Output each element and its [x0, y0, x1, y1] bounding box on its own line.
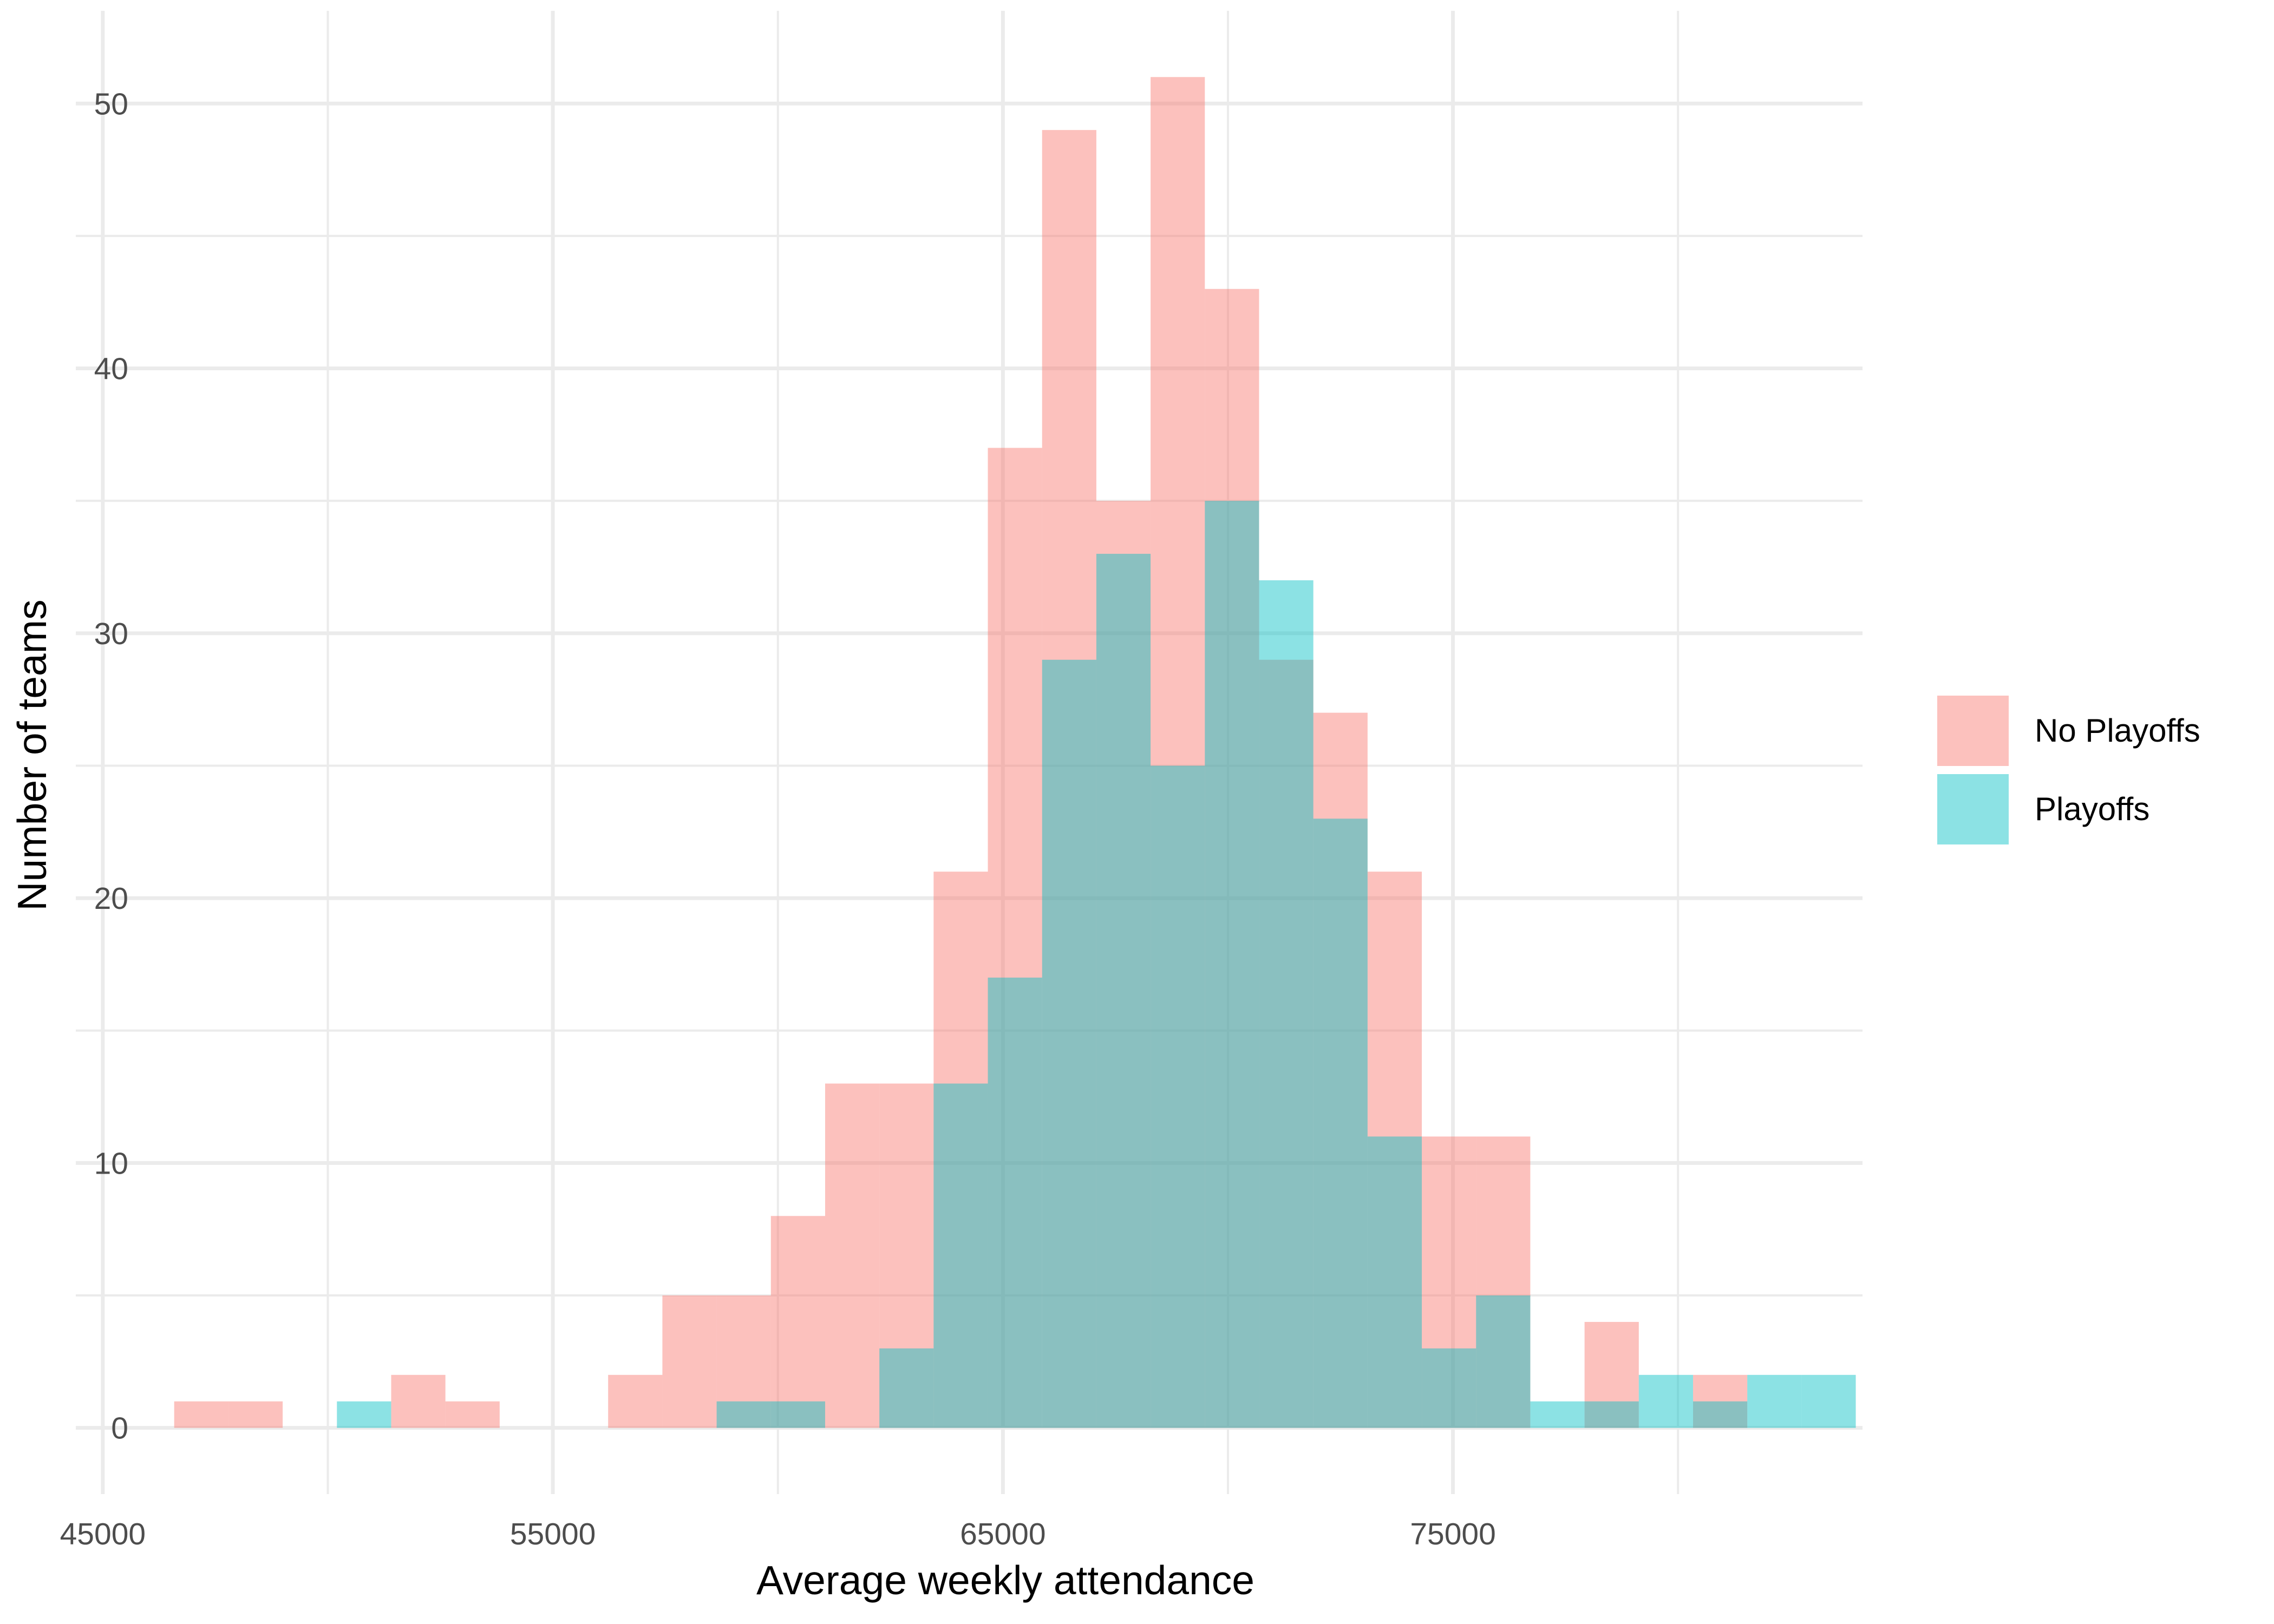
y-tick-label: 30 [94, 617, 128, 651]
bar-no-playoffs [933, 872, 988, 1428]
bar-no-playoffs [770, 1216, 825, 1428]
bar-no-playoffs [174, 1401, 228, 1428]
bar-playoffs [770, 1401, 825, 1428]
grid-minor-lines [76, 11, 1863, 1494]
bar-no-playoffs [1042, 130, 1096, 1428]
x-tick-label: 65000 [960, 1517, 1046, 1551]
y-tick-label: 40 [94, 352, 128, 387]
legend-label-playoffs: Playoffs [2035, 791, 2149, 827]
bar-playoffs [1638, 1374, 1693, 1428]
bar-playoffs [1422, 1348, 1476, 1428]
bar-no-playoffs [1151, 77, 1205, 1428]
y-axis-title: Number of teams [9, 599, 55, 911]
bar-playoffs [1096, 554, 1151, 1428]
legend-swatch-playoffs [1937, 774, 2009, 844]
bar-no-playoffs [1422, 1136, 1476, 1428]
bar-playoffs [1313, 818, 1368, 1428]
bar-playoffs [1042, 659, 1096, 1428]
bar-no-playoffs [1259, 659, 1314, 1428]
bar-playoffs [337, 1401, 391, 1428]
bar-playoffs [988, 977, 1042, 1428]
bar-playoffs [716, 1401, 771, 1428]
bar-no-playoffs [825, 1083, 880, 1428]
bar-playoffs [1367, 1136, 1422, 1428]
bar-no-playoffs [1367, 872, 1422, 1428]
x-tick-label: 55000 [510, 1517, 596, 1551]
bar-no-playoffs [988, 448, 1042, 1428]
grid-major-lines [76, 11, 1863, 1494]
bar-no-playoffs [1476, 1136, 1531, 1428]
y-tick-label: 10 [94, 1146, 128, 1181]
no-playoffs-bars [174, 77, 1748, 1428]
bar-playoffs [1259, 580, 1314, 1428]
bar-no-playoffs [391, 1374, 446, 1428]
legend-swatch-no-playoffs [1937, 696, 2009, 766]
x-tick-label: 45000 [60, 1517, 146, 1551]
bar-playoffs [1530, 1401, 1585, 1428]
bar-playoffs [1584, 1401, 1639, 1428]
bar-no-playoffs [1096, 501, 1151, 1428]
bar-no-playoffs [662, 1295, 717, 1428]
bar-playoffs [1151, 765, 1205, 1428]
bar-playoffs [1747, 1374, 1802, 1428]
y-tick-label: 20 [94, 881, 128, 916]
legend-label-no-playoffs: No Playoffs [2035, 712, 2200, 749]
y-tick-labels: 0 10 20 30 40 50 [94, 87, 128, 1445]
bar-playoffs [933, 1083, 988, 1428]
x-axis-title: Average weekly attendance [756, 1557, 1254, 1603]
bar-no-playoffs [716, 1295, 771, 1428]
playoffs-bars [337, 501, 1856, 1428]
bar-no-playoffs [879, 1083, 934, 1428]
bar-playoffs [1476, 1295, 1531, 1428]
bar-playoffs [1801, 1374, 1856, 1428]
bar-no-playoffs [1584, 1321, 1639, 1428]
bar-no-playoffs [608, 1374, 663, 1428]
x-tick-label: 75000 [1410, 1517, 1496, 1551]
legend: No Playoffs Playoffs [1937, 696, 2200, 844]
x-tick-labels: 45000 55000 65000 75000 [60, 1517, 1496, 1551]
bar-no-playoffs [1313, 712, 1368, 1428]
bar-playoffs [1693, 1401, 1748, 1428]
y-tick-label: 0 [111, 1411, 128, 1446]
bar-no-playoffs [1205, 289, 1259, 1428]
bar-playoffs [1205, 501, 1259, 1428]
bar-no-playoffs [1693, 1374, 1748, 1428]
bar-no-playoffs [445, 1401, 500, 1428]
bar-playoffs [879, 1348, 934, 1428]
y-tick-label: 50 [94, 87, 128, 121]
bar-no-playoffs [228, 1401, 283, 1428]
